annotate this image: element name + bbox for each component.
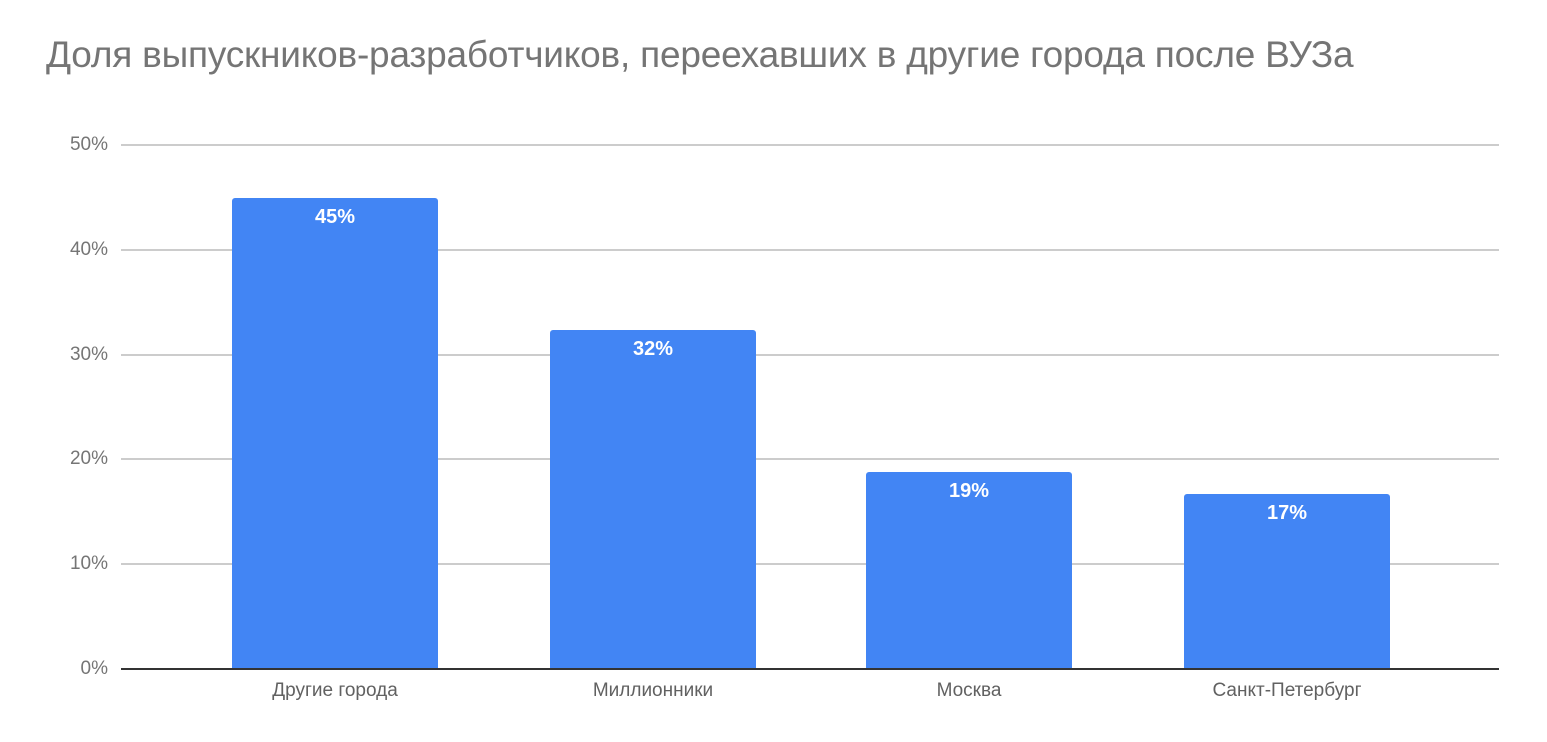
y-tick-label: 50% — [69, 134, 108, 155]
x-category-label: Москва — [936, 680, 1002, 701]
bar-moskva: 19% — [866, 472, 1072, 669]
gridline-10 — [121, 563, 1499, 565]
bar-value-label: 17% — [1266, 502, 1308, 524]
bar-value-label: 19% — [948, 480, 990, 502]
y-tick-label: 30% — [69, 344, 108, 365]
gridline-40 — [121, 249, 1499, 251]
bar-drugie-goroda: 45% — [232, 198, 438, 669]
bar-value-label: 32% — [632, 338, 674, 360]
gridline-50 — [121, 144, 1499, 146]
x-category-label: Другие города — [272, 680, 398, 701]
y-tick-label: 0% — [80, 658, 108, 679]
bar-millionniki: 32% — [550, 330, 756, 669]
x-category-label: Санкт-Петербург — [1212, 680, 1362, 701]
x-category-label: Миллионники — [592, 680, 714, 701]
y-tick-label: 40% — [69, 239, 108, 260]
plot-area: 45% 32% 19% 17% — [121, 144, 1499, 670]
bar-value-label: 45% — [314, 206, 356, 228]
gridline-30 — [121, 354, 1499, 356]
gridline-20 — [121, 458, 1499, 460]
bar-sankt-peterburg: 17% — [1184, 494, 1390, 669]
x-axis-line — [121, 668, 1499, 670]
y-tick-label: 20% — [69, 448, 108, 469]
chart-title: Доля выпускников-разработчиков, переехав… — [46, 34, 1354, 75]
y-tick-label: 10% — [69, 553, 108, 574]
